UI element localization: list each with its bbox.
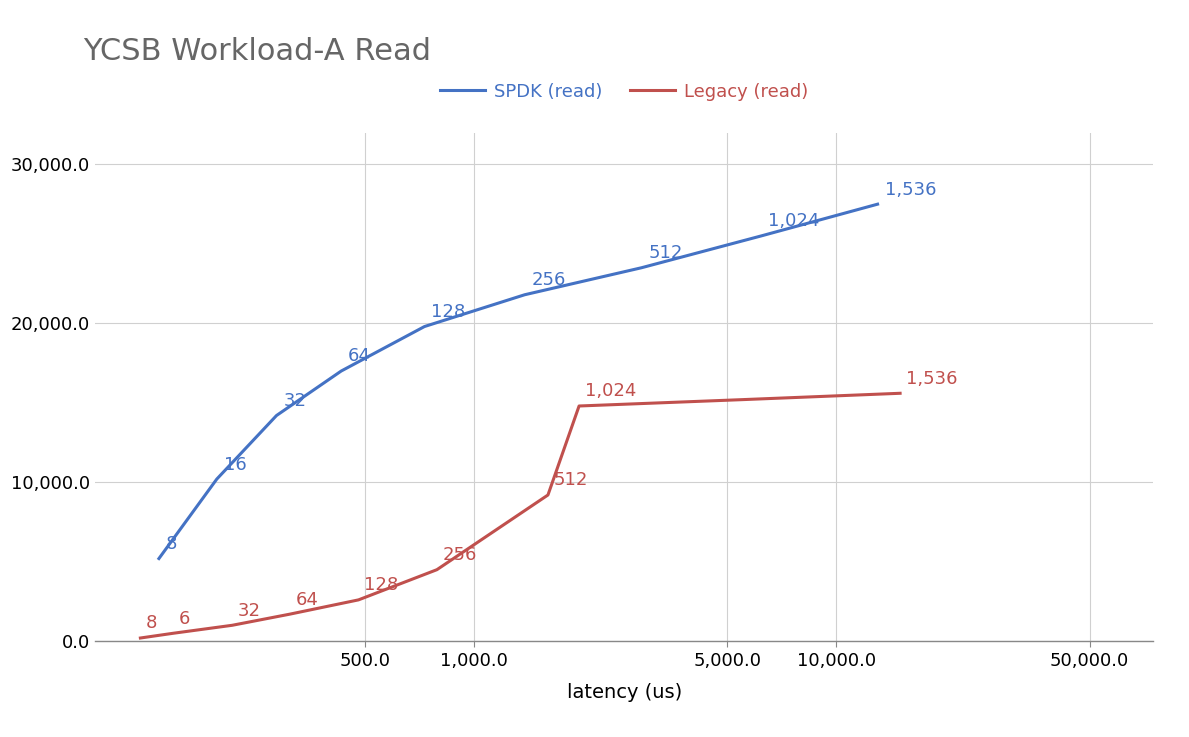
- SPDK (read): [870, 200, 885, 209]
- Text: 32: 32: [283, 392, 307, 410]
- Legacy (read): [541, 491, 555, 500]
- Legacy (read): [352, 595, 366, 604]
- Legacy (read): [572, 402, 586, 411]
- Legacy (read): [166, 629, 181, 638]
- Text: YCSB Workload-A Read: YCSB Workload-A Read: [83, 37, 432, 66]
- Legacy (read): [429, 565, 443, 574]
- Legacy (read): [735, 395, 749, 404]
- Text: 32: 32: [238, 601, 260, 620]
- Text: 6: 6: [178, 609, 190, 628]
- SPDK (read): [334, 366, 348, 375]
- SPDK (read): [635, 263, 649, 272]
- Legacy (read): [225, 621, 239, 629]
- SPDK (read): [754, 231, 768, 240]
- Text: 1,024: 1,024: [585, 383, 636, 400]
- Text: 16: 16: [224, 455, 246, 474]
- Text: 512: 512: [554, 472, 587, 489]
- Text: 64: 64: [348, 347, 371, 366]
- Text: 128: 128: [432, 303, 466, 321]
- Text: 128: 128: [364, 576, 398, 594]
- Text: 8: 8: [146, 615, 157, 632]
- Text: 64: 64: [295, 590, 319, 609]
- SPDK (read): [270, 411, 284, 420]
- SPDK (read): [209, 475, 224, 483]
- Text: 1,536: 1,536: [885, 181, 936, 198]
- Line: Legacy (read): Legacy (read): [140, 394, 900, 638]
- SPDK (read): [152, 554, 166, 563]
- Text: 512: 512: [648, 244, 682, 262]
- Text: 1,536: 1,536: [906, 370, 957, 388]
- Text: 1,024: 1,024: [768, 212, 819, 231]
- Text: 256: 256: [442, 546, 477, 564]
- X-axis label: latency (us): latency (us): [567, 683, 681, 702]
- Text: 8: 8: [165, 535, 177, 553]
- Line: SPDK (read): SPDK (read): [159, 204, 877, 559]
- Legacy (read): [893, 389, 907, 398]
- Text: 256: 256: [531, 271, 566, 289]
- Legacy (read): [283, 609, 297, 618]
- Legacy (read): [133, 634, 147, 643]
- SPDK (read): [517, 290, 531, 299]
- SPDK (read): [417, 322, 432, 331]
- Legend: SPDK (read), Legacy (read): SPDK (read), Legacy (read): [433, 76, 816, 108]
